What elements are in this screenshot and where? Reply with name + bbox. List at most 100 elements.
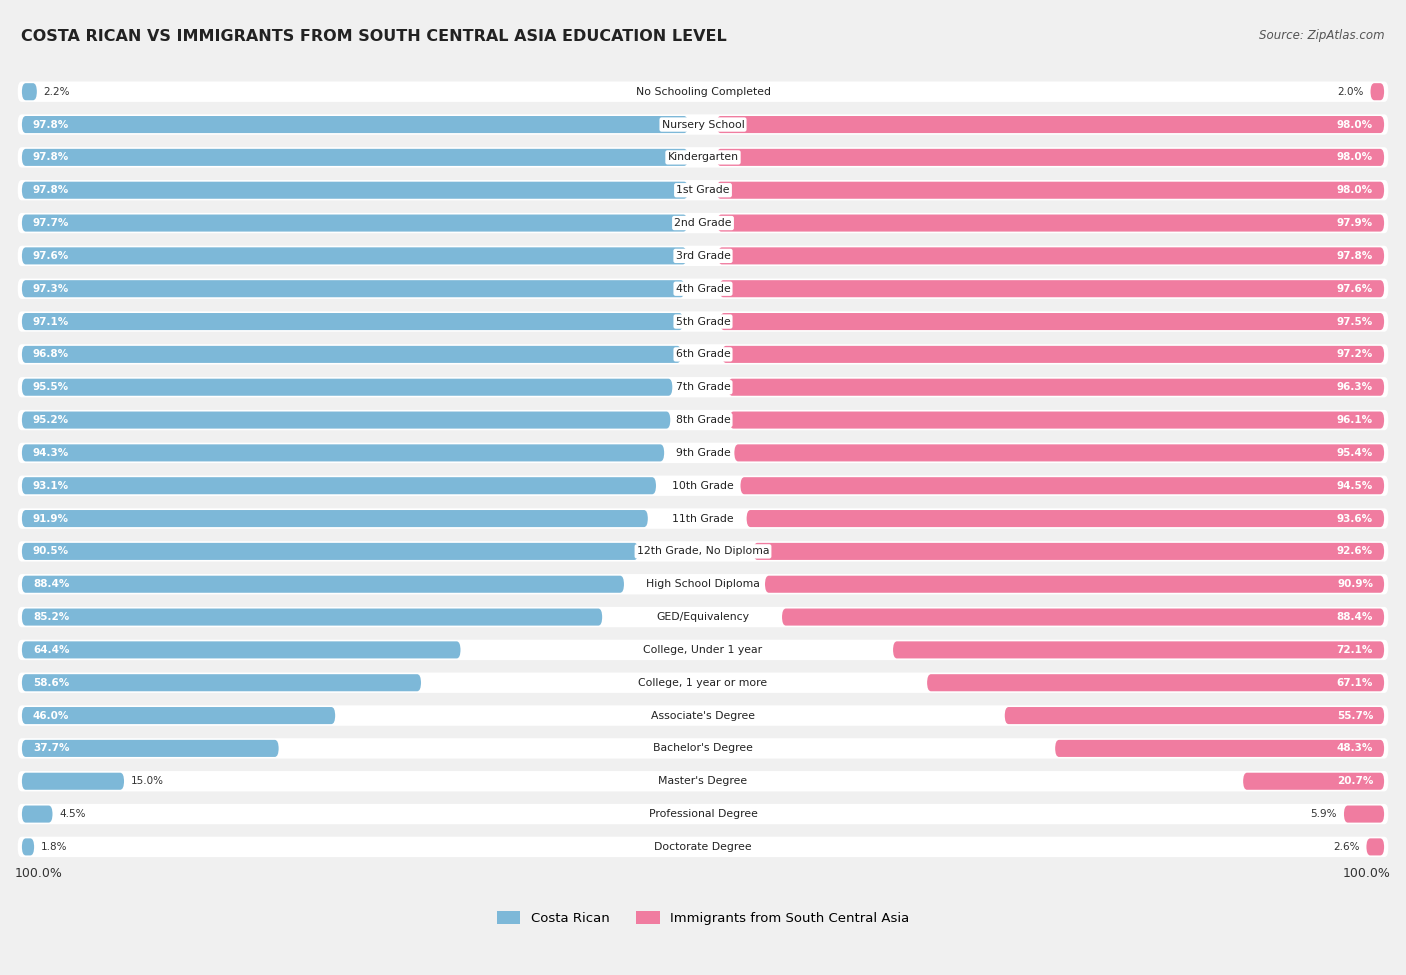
FancyBboxPatch shape bbox=[18, 640, 1388, 660]
Text: 95.5%: 95.5% bbox=[32, 382, 69, 392]
FancyBboxPatch shape bbox=[22, 411, 671, 429]
FancyBboxPatch shape bbox=[18, 410, 1388, 430]
Text: 58.6%: 58.6% bbox=[32, 678, 69, 687]
FancyBboxPatch shape bbox=[22, 83, 37, 100]
FancyBboxPatch shape bbox=[22, 805, 52, 823]
Text: 95.4%: 95.4% bbox=[1337, 448, 1374, 458]
FancyBboxPatch shape bbox=[18, 606, 1388, 627]
FancyBboxPatch shape bbox=[717, 181, 1384, 199]
FancyBboxPatch shape bbox=[18, 837, 1388, 857]
FancyBboxPatch shape bbox=[22, 510, 648, 527]
Text: 2.0%: 2.0% bbox=[1337, 87, 1364, 97]
FancyBboxPatch shape bbox=[22, 773, 124, 790]
FancyBboxPatch shape bbox=[18, 771, 1388, 792]
Text: 67.1%: 67.1% bbox=[1337, 678, 1374, 687]
FancyBboxPatch shape bbox=[893, 642, 1384, 658]
Text: 94.3%: 94.3% bbox=[32, 448, 69, 458]
Text: Bachelor's Degree: Bachelor's Degree bbox=[652, 743, 754, 754]
FancyBboxPatch shape bbox=[22, 674, 420, 691]
Text: 93.6%: 93.6% bbox=[1337, 514, 1374, 524]
Text: 96.3%: 96.3% bbox=[1337, 382, 1374, 392]
FancyBboxPatch shape bbox=[22, 116, 688, 133]
FancyBboxPatch shape bbox=[18, 508, 1388, 528]
FancyBboxPatch shape bbox=[747, 510, 1384, 527]
FancyBboxPatch shape bbox=[18, 738, 1388, 759]
Text: 93.1%: 93.1% bbox=[32, 481, 69, 490]
Text: 4th Grade: 4th Grade bbox=[676, 284, 730, 293]
Text: Associate's Degree: Associate's Degree bbox=[651, 711, 755, 721]
Text: 98.0%: 98.0% bbox=[1337, 152, 1374, 163]
FancyBboxPatch shape bbox=[18, 82, 1388, 102]
Text: 37.7%: 37.7% bbox=[32, 743, 69, 754]
Text: 2.6%: 2.6% bbox=[1333, 841, 1360, 852]
FancyBboxPatch shape bbox=[717, 149, 1384, 166]
Text: 97.6%: 97.6% bbox=[32, 251, 69, 261]
Text: Nursery School: Nursery School bbox=[662, 120, 744, 130]
FancyBboxPatch shape bbox=[22, 740, 278, 757]
FancyBboxPatch shape bbox=[754, 543, 1384, 560]
Text: COSTA RICAN VS IMMIGRANTS FROM SOUTH CENTRAL ASIA EDUCATION LEVEL: COSTA RICAN VS IMMIGRANTS FROM SOUTH CEN… bbox=[21, 29, 727, 44]
FancyBboxPatch shape bbox=[22, 313, 683, 331]
FancyBboxPatch shape bbox=[18, 180, 1388, 201]
FancyBboxPatch shape bbox=[22, 543, 638, 560]
Text: 2nd Grade: 2nd Grade bbox=[675, 218, 731, 228]
Text: 48.3%: 48.3% bbox=[1337, 743, 1374, 754]
Text: 4.5%: 4.5% bbox=[59, 809, 86, 819]
Text: 97.5%: 97.5% bbox=[1337, 317, 1374, 327]
Text: GED/Equivalency: GED/Equivalency bbox=[657, 612, 749, 622]
FancyBboxPatch shape bbox=[22, 149, 688, 166]
FancyBboxPatch shape bbox=[18, 344, 1388, 365]
Text: 46.0%: 46.0% bbox=[32, 711, 69, 721]
FancyBboxPatch shape bbox=[717, 214, 1384, 232]
FancyBboxPatch shape bbox=[18, 246, 1388, 266]
FancyBboxPatch shape bbox=[18, 574, 1388, 595]
FancyBboxPatch shape bbox=[717, 116, 1384, 133]
FancyBboxPatch shape bbox=[22, 181, 688, 199]
Text: 3rd Grade: 3rd Grade bbox=[675, 251, 731, 261]
FancyBboxPatch shape bbox=[22, 248, 686, 264]
Text: 97.1%: 97.1% bbox=[32, 317, 69, 327]
Text: 95.2%: 95.2% bbox=[32, 415, 69, 425]
FancyBboxPatch shape bbox=[1344, 805, 1384, 823]
Text: No Schooling Completed: No Schooling Completed bbox=[636, 87, 770, 97]
FancyBboxPatch shape bbox=[22, 838, 34, 855]
Text: 5th Grade: 5th Grade bbox=[676, 317, 730, 327]
FancyBboxPatch shape bbox=[1054, 740, 1384, 757]
Text: 11th Grade: 11th Grade bbox=[672, 514, 734, 524]
FancyBboxPatch shape bbox=[22, 608, 602, 626]
Text: 10th Grade: 10th Grade bbox=[672, 481, 734, 490]
Text: 64.4%: 64.4% bbox=[32, 644, 69, 655]
FancyBboxPatch shape bbox=[18, 147, 1388, 168]
Text: 85.2%: 85.2% bbox=[32, 612, 69, 622]
Text: Doctorate Degree: Doctorate Degree bbox=[654, 841, 752, 852]
FancyBboxPatch shape bbox=[18, 311, 1388, 332]
FancyBboxPatch shape bbox=[782, 608, 1384, 626]
Text: College, 1 year or more: College, 1 year or more bbox=[638, 678, 768, 687]
FancyBboxPatch shape bbox=[741, 477, 1384, 494]
Text: 94.5%: 94.5% bbox=[1337, 481, 1374, 490]
FancyBboxPatch shape bbox=[22, 214, 688, 232]
FancyBboxPatch shape bbox=[18, 673, 1388, 693]
Text: 97.2%: 97.2% bbox=[1337, 349, 1374, 360]
Text: 97.8%: 97.8% bbox=[32, 120, 69, 130]
Text: 97.6%: 97.6% bbox=[1337, 284, 1374, 293]
Text: 20.7%: 20.7% bbox=[1337, 776, 1374, 786]
Text: 100.0%: 100.0% bbox=[15, 868, 63, 880]
Text: 97.9%: 97.9% bbox=[1337, 218, 1374, 228]
FancyBboxPatch shape bbox=[18, 476, 1388, 496]
Text: 1.8%: 1.8% bbox=[41, 841, 67, 852]
FancyBboxPatch shape bbox=[18, 443, 1388, 463]
Text: 97.8%: 97.8% bbox=[32, 185, 69, 195]
FancyBboxPatch shape bbox=[22, 477, 657, 494]
Text: 15.0%: 15.0% bbox=[131, 776, 165, 786]
FancyBboxPatch shape bbox=[720, 280, 1384, 297]
FancyBboxPatch shape bbox=[765, 575, 1384, 593]
Text: 97.3%: 97.3% bbox=[32, 284, 69, 293]
FancyBboxPatch shape bbox=[18, 114, 1388, 135]
Text: 97.8%: 97.8% bbox=[32, 152, 69, 163]
Text: 88.4%: 88.4% bbox=[1337, 612, 1374, 622]
FancyBboxPatch shape bbox=[22, 346, 681, 363]
Text: 97.7%: 97.7% bbox=[32, 218, 69, 228]
Text: Kindergarten: Kindergarten bbox=[668, 152, 738, 163]
Text: 1st Grade: 1st Grade bbox=[676, 185, 730, 195]
